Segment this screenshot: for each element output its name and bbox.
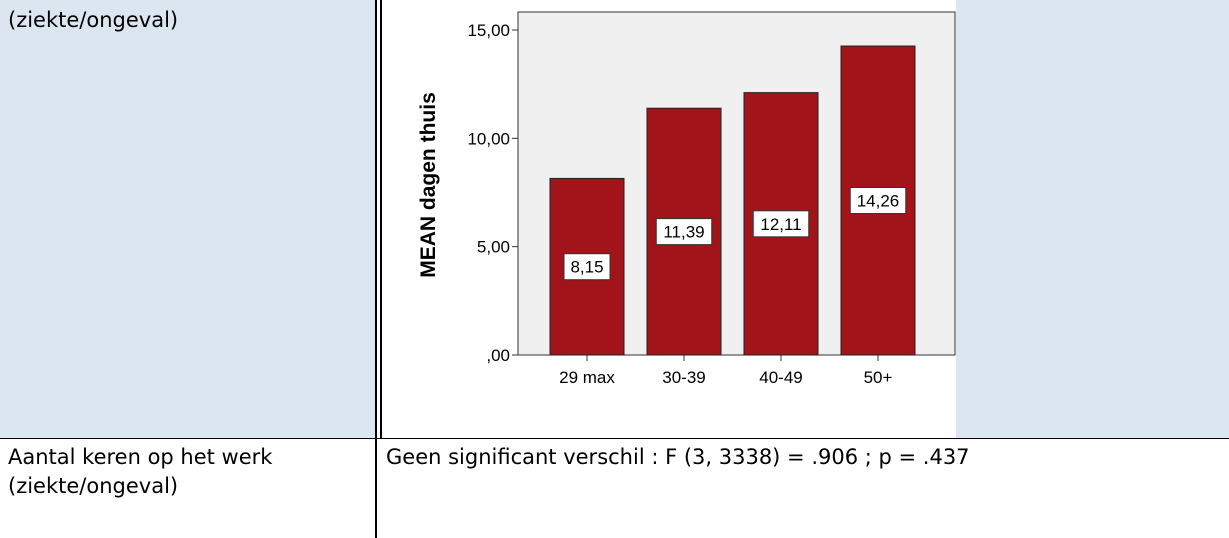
x-tick-label: 29 max [559, 368, 615, 387]
data-label: 12,11 [760, 215, 801, 234]
row2-label-line2: (ziekte/ongeval) [8, 472, 272, 501]
bar-chart: ,00 5,00 10,00 15,00 8,15 29 max 11,39 30-39 12,… [383, 0, 956, 438]
x-tick-label: 40-49 [759, 368, 802, 387]
table-cell-empty [956, 0, 1229, 438]
data-label: 8,15 [570, 258, 603, 277]
y-tick-label: 5,00 [477, 238, 510, 257]
row-divider [0, 438, 1229, 439]
column-divider [375, 0, 377, 438]
x-tick-label: 50+ [864, 368, 893, 387]
x-tick-label: 30-39 [662, 368, 705, 387]
chart-cell: ,00 5,00 10,00 15,00 8,15 29 max 11,39 30-39 12,… [383, 0, 956, 438]
y-tick-label: 15,00 [467, 21, 510, 40]
row2-result: Geen significant verschil : F (3, 3338) … [386, 443, 970, 472]
row2-label-line1: Aantal keren op het werk [8, 443, 272, 472]
row2-label: Aantal keren op het werk (ziekte/ongeval… [8, 443, 272, 501]
y-tick-label: 10,00 [467, 129, 510, 148]
data-label: 14,26 [857, 192, 900, 211]
column-divider [380, 0, 382, 438]
data-label: 11,39 [663, 223, 704, 242]
table-cell-label [0, 0, 375, 438]
y-tick-label: ,00 [486, 346, 510, 365]
row1-label: (ziekte/ongeval) [8, 6, 178, 35]
y-axis-label: MEAN dagen thuis [417, 92, 440, 278]
column-divider [375, 438, 377, 538]
